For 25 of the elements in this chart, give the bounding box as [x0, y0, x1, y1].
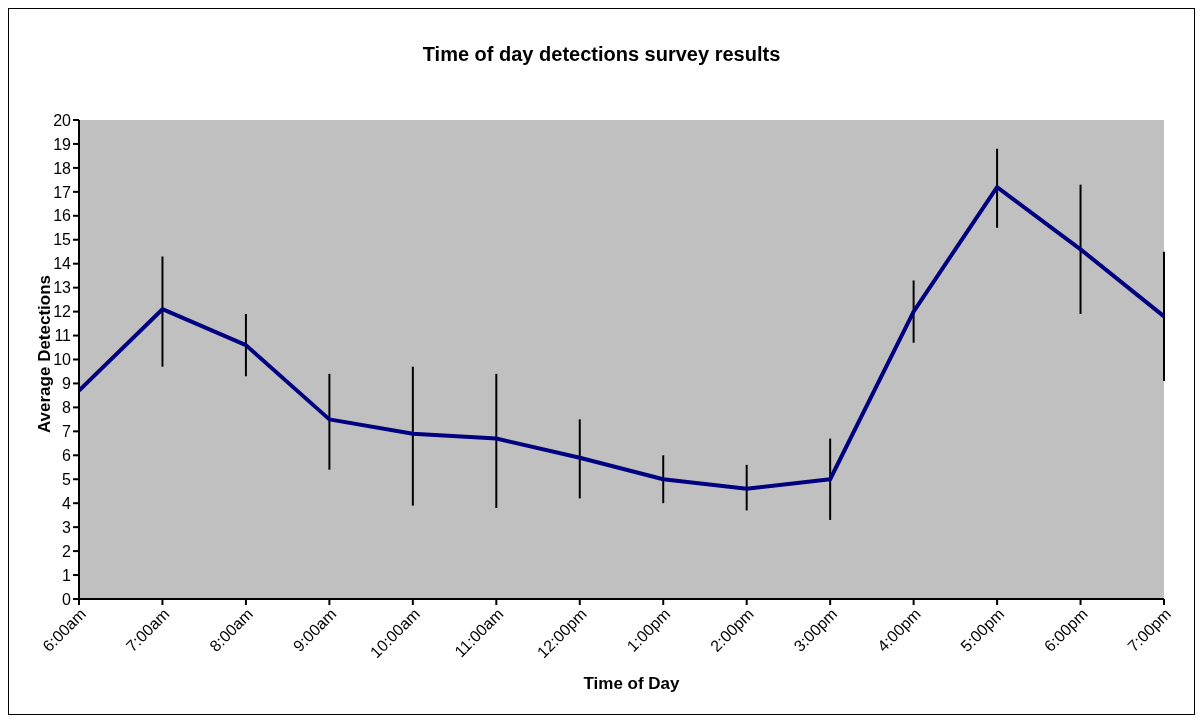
- y-tick-label: 1: [62, 566, 72, 584]
- y-tick-label: 11: [54, 327, 72, 345]
- y-tick-label: 8: [62, 399, 72, 417]
- y-axis-title: Average Detections: [35, 274, 54, 434]
- x-axis-title: Time of Day: [582, 674, 681, 694]
- y-tick-label: 19: [53, 135, 72, 153]
- y-tick-label: 2: [62, 542, 72, 560]
- y-tick-label: 15: [53, 231, 72, 249]
- y-tick-label: 17: [53, 183, 72, 201]
- y-tick-label: 9: [62, 375, 72, 393]
- y-tick-label: 10: [53, 351, 72, 369]
- chart-title: Time of day detections survey results: [421, 43, 782, 66]
- y-tick-label: 3: [62, 518, 72, 536]
- y-tick-label: 20: [53, 111, 72, 129]
- y-tick-label: 5: [62, 470, 72, 488]
- y-tick-label: 12: [53, 303, 72, 321]
- y-tick-label: 14: [53, 255, 72, 273]
- y-tick-label: 7: [62, 423, 72, 441]
- y-tick-label: 0: [62, 590, 72, 608]
- y-tick-label: 4: [62, 494, 72, 512]
- y-tick-label: 18: [53, 159, 72, 177]
- y-tick-label: 16: [53, 207, 72, 225]
- y-tick-label: 6: [62, 446, 72, 464]
- y-tick-label: 13: [53, 279, 72, 297]
- line-series: [77, 185, 1166, 491]
